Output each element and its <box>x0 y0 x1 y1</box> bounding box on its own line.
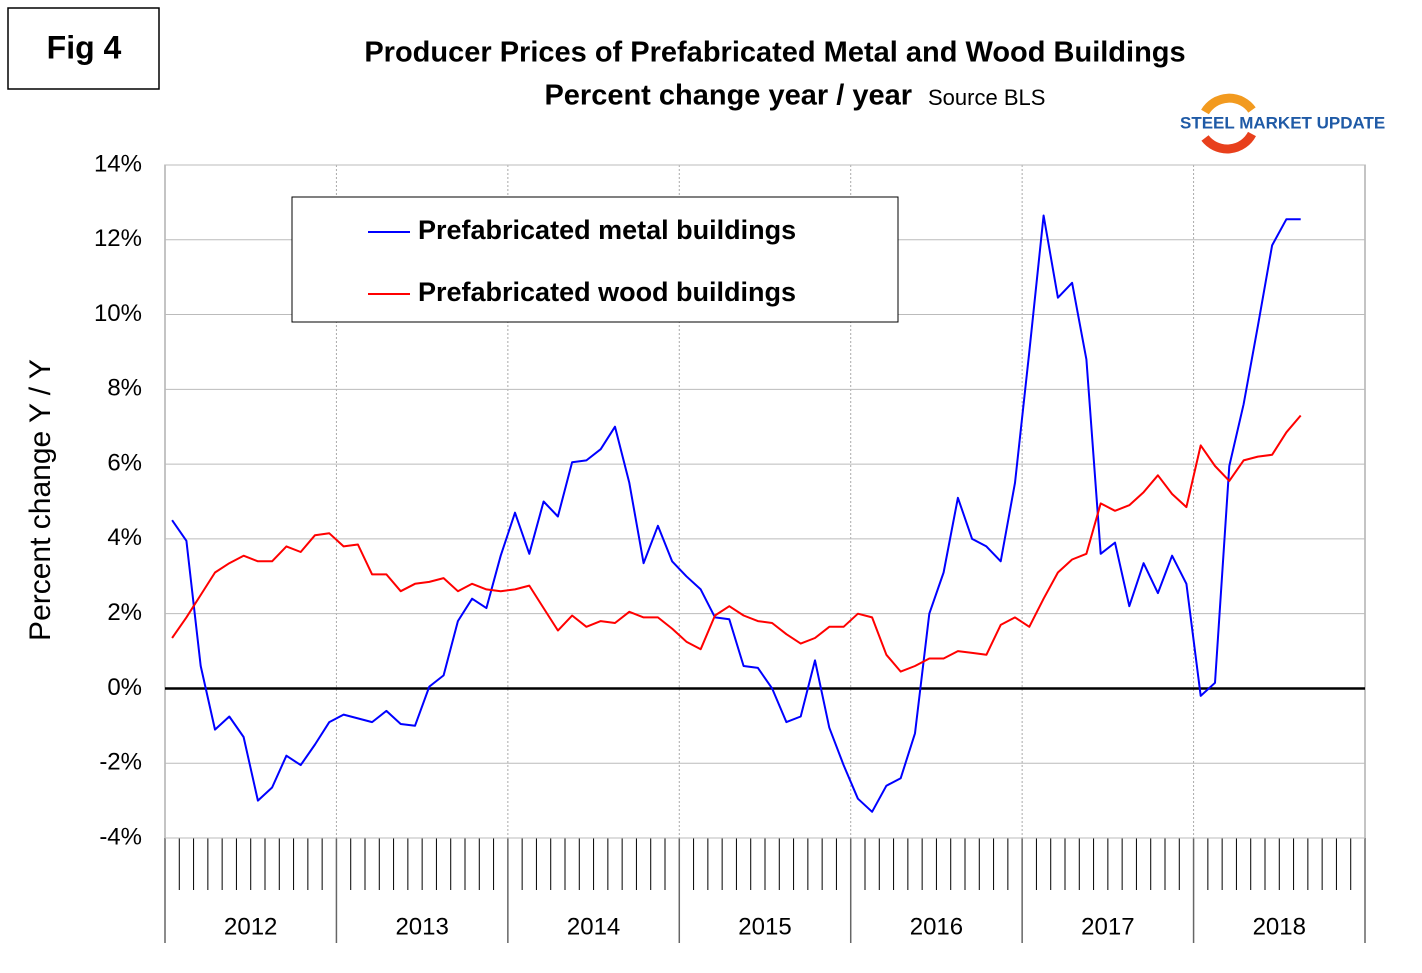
source-note: Source BLS <box>928 85 1045 110</box>
y-tick-label: -2% <box>99 749 142 776</box>
y-tick-label: 0% <box>107 674 142 701</box>
legend-label: Prefabricated metal buildings <box>418 215 796 245</box>
legend-box <box>291 196 899 323</box>
legend: Prefabricated metal buildings Prefabricat… <box>291 196 899 323</box>
x-tick-label: 2014 <box>567 913 620 940</box>
figure-label: Fig 4 <box>47 29 122 65</box>
x-tick-label: 2017 <box>1081 913 1134 940</box>
y-tick-label: 14% <box>94 150 142 177</box>
x-tick-label: 2018 <box>1253 913 1306 940</box>
x-tick-label: 2015 <box>738 913 791 940</box>
y-tick-label: 8% <box>107 375 142 402</box>
legend-label: Prefabricated wood buildings <box>418 277 796 307</box>
logo-arc <box>1201 131 1256 154</box>
x-tick-label: 2013 <box>395 913 448 940</box>
y-tick-label: 6% <box>107 449 142 476</box>
x-tick-label: 2012 <box>224 913 277 940</box>
logo-text: STEEL MARKET UPDATE <box>1180 113 1385 132</box>
y-tick-label: 2% <box>107 599 142 626</box>
logo-arc <box>1201 93 1256 115</box>
y-tick-label: 4% <box>107 524 142 551</box>
chart-subtitle: Percent change year / year <box>544 80 912 112</box>
data-line <box>171 414 1302 673</box>
chart-title: Producer Prices of Prefabricated Metal a… <box>364 37 1185 69</box>
y-axis-label: Percent change Y / Y <box>24 359 57 641</box>
figure-label-box <box>7 7 160 90</box>
y-tick-label: 12% <box>94 225 142 252</box>
y-tick-label: -4% <box>99 823 142 850</box>
logo: STEEL MARKET UPDATE <box>1180 93 1385 154</box>
data-line <box>171 214 1301 813</box>
y-tick-label: 10% <box>94 300 142 327</box>
x-tick-label: 2016 <box>910 913 963 940</box>
